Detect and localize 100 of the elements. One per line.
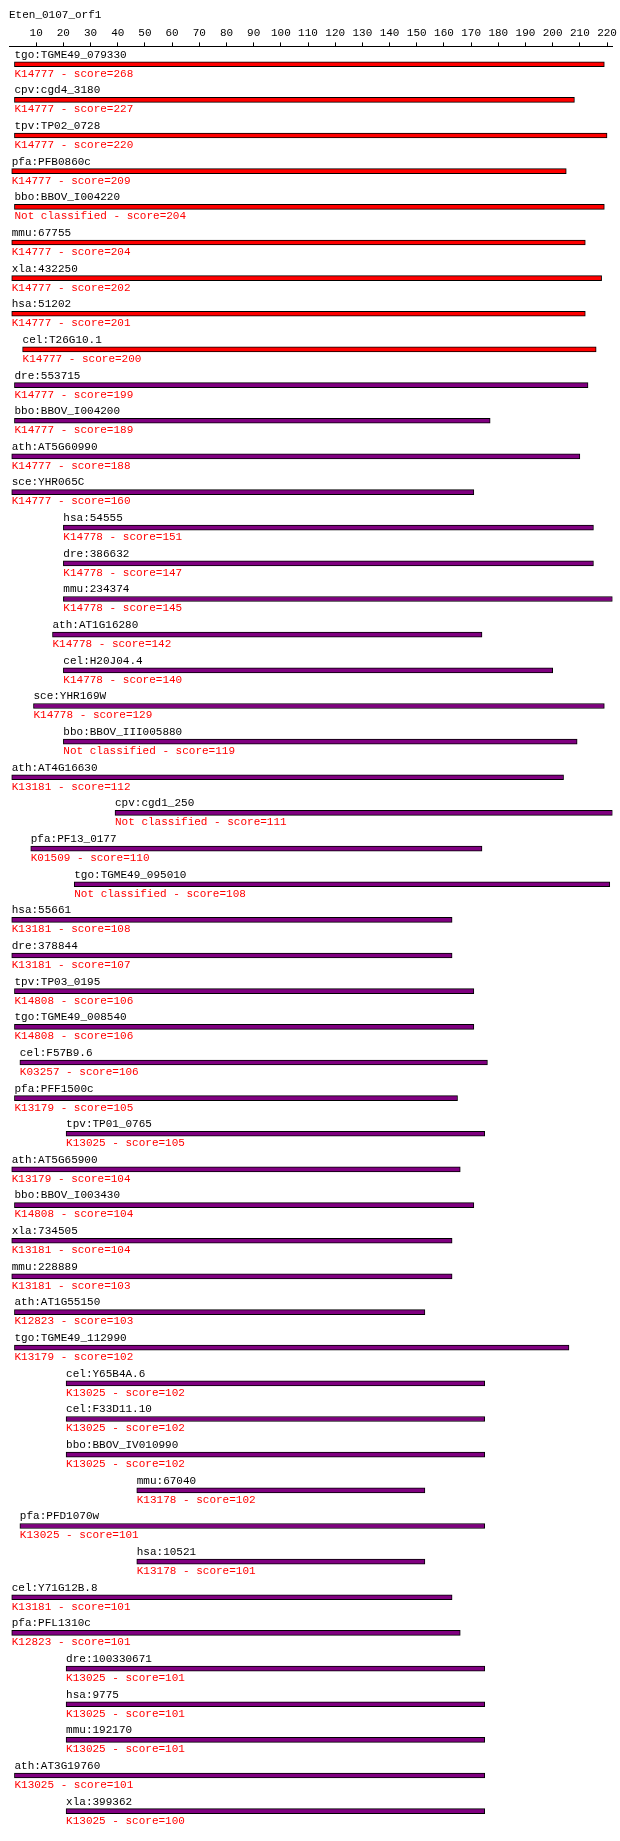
y-tick-label: hsa:55661 — [11, 904, 72, 917]
y-tick-label: dre:553715 — [14, 369, 81, 382]
annotation: K03257 - score=106 — [19, 1065, 139, 1078]
y-tick-label: cel:Y65B4A.6 — [66, 1367, 146, 1380]
annotation: K13025 - score=101 — [66, 1743, 186, 1756]
y-tick-label: tgo:TGME49_079330 — [14, 48, 127, 61]
x-tick-label: 180 — [488, 26, 509, 39]
annotation: K13025 - score=102 — [66, 1386, 185, 1399]
annotation: K14777 - score=268 — [14, 67, 134, 80]
y-tick-label: ath:AT1G55150 — [14, 1296, 101, 1309]
annotation: K14778 - score=140 — [63, 673, 183, 686]
y-tick-label: mmu:67755 — [11, 226, 72, 239]
chart-title: Eten_0107_orf1 — [9, 8, 102, 21]
annotation: K13178 - score=102 — [136, 1493, 256, 1506]
y-tick-label: ath:AT1G16280 — [52, 619, 139, 632]
annotation: K13181 - score=107 — [11, 958, 131, 971]
annotation: K13178 - score=101 — [136, 1565, 256, 1578]
annotation: K14777 - score=220 — [14, 138, 134, 151]
annotation: K14777 - score=199 — [14, 388, 134, 401]
x-tick-label: 170 — [461, 26, 482, 39]
y-tick-label: dre:386632 — [63, 547, 130, 560]
annotation: Not classified - score=204 — [14, 210, 187, 223]
x-tick-label: 40 — [111, 26, 125, 39]
y-tick-label: mmu:228889 — [11, 1260, 78, 1273]
annotation: K14808 - score=106 — [14, 994, 134, 1007]
y-tick-label: tpv:TP01_0765 — [66, 1118, 152, 1131]
y-tick-label: cel:Y71G12B.8 — [11, 1581, 98, 1594]
annotation: K13181 - score=112 — [11, 780, 131, 793]
y-tick-label: hsa:10521 — [136, 1546, 197, 1559]
annotation: K14777 - score=200 — [22, 352, 142, 365]
y-tick-label: cpv:cgd1_250 — [115, 797, 195, 810]
y-tick-label: ath:AT4G16630 — [11, 761, 98, 774]
y-tick-label: tgo:TGME49_008540 — [14, 1011, 127, 1024]
annotation: K14777 - score=201 — [11, 317, 131, 330]
annotation: K14777 - score=189 — [14, 424, 134, 437]
annotation: K13179 - score=105 — [14, 1101, 134, 1114]
annotation: K14778 - score=129 — [33, 709, 153, 722]
x-tick-label: 30 — [83, 26, 98, 39]
y-tick-label: mmu:234374 — [63, 583, 130, 596]
x-tick-label: 60 — [165, 26, 179, 39]
x-tick-label: 20 — [56, 26, 70, 39]
y-tick-label: pfa:PF13_0177 — [30, 832, 117, 845]
y-tick-label: pfa:PFL1310c — [11, 1617, 91, 1630]
x-tick-label: 70 — [192, 26, 206, 39]
annotation: Not classified - score=108 — [74, 887, 246, 900]
y-tick-label: bbo:BBOV_III005880 — [63, 726, 183, 739]
annotation: Not classified - score=111 — [115, 816, 288, 829]
annotation: K13025 - score=101 — [66, 1671, 186, 1684]
annotation: K14778 - score=142 — [52, 638, 172, 651]
x-tick-label: 190 — [515, 26, 536, 39]
x-tick-label: 200 — [542, 26, 563, 39]
x-tick-label: 80 — [219, 26, 234, 39]
x-tick-label: 110 — [298, 26, 318, 39]
y-tick-label: cpv:cgd4_3180 — [14, 84, 101, 97]
annotation: Not classified - score=119 — [63, 745, 236, 758]
x-tick-label: 10 — [29, 26, 43, 39]
x-tick-label: 100 — [270, 26, 291, 39]
annotation: K13025 - score=101 — [19, 1529, 140, 1542]
x-tick-label: 150 — [406, 26, 427, 39]
x-tick-label: 120 — [325, 26, 346, 39]
annotation: K14777 - score=188 — [11, 459, 131, 472]
y-tick-label: cel:T26G10.1 — [22, 333, 103, 346]
y-tick-label: dre:378844 — [11, 939, 79, 952]
x-tick-label: 160 — [434, 26, 454, 39]
annotation: K14777 - score=204 — [11, 245, 131, 258]
annotation: K14808 - score=104 — [14, 1208, 134, 1221]
annotation: K14778 - score=145 — [63, 602, 183, 615]
annotation: K14777 - score=227 — [14, 103, 134, 116]
y-tick-label: xla:432250 — [11, 262, 78, 275]
x-tick-label: 210 — [569, 26, 590, 39]
annotation: K13179 - score=104 — [11, 1172, 131, 1185]
y-tick-label: sce:YHR065C — [11, 476, 85, 489]
y-tick-label: ath:AT3G19760 — [14, 1759, 101, 1772]
y-tick-label: tpv:TP03_0195 — [14, 975, 101, 988]
annotation: K13025 - score=101 — [14, 1778, 134, 1791]
y-tick-label: pfa:PFB0860c — [11, 155, 91, 168]
annotation: K14777 - score=160 — [11, 495, 131, 508]
annotation: K13181 - score=108 — [11, 923, 131, 936]
y-tick-label: tpv:TP02_0728 — [14, 119, 101, 132]
y-tick-label: xla:399362 — [66, 1795, 133, 1808]
annotation: K13025 - score=102 — [66, 1422, 185, 1435]
y-tick-label: bbo:BBOV_I004200 — [14, 405, 121, 418]
annotation: K13025 - score=100 — [66, 1814, 185, 1827]
y-tick-label: hsa:54555 — [63, 512, 123, 525]
annotation: K14778 - score=147 — [63, 566, 183, 579]
y-tick-label: tgo:TGME49_112990 — [14, 1332, 127, 1345]
annotation: K12823 - score=103 — [14, 1315, 134, 1328]
annotation: K14808 - score=106 — [14, 1030, 134, 1043]
y-tick-label: hsa:51202 — [11, 298, 72, 311]
annotation: K13025 - score=102 — [66, 1458, 185, 1471]
y-tick-label: hsa:9775 — [66, 1688, 119, 1701]
annotation: K14778 - score=151 — [63, 531, 183, 544]
annotation: K13025 - score=101 — [66, 1707, 186, 1720]
y-tick-label: mmu:67040 — [136, 1474, 197, 1487]
y-tick-label: tgo:TGME49_095010 — [74, 868, 187, 881]
annotation: K12823 - score=101 — [11, 1636, 131, 1649]
annotation: K14777 - score=202 — [11, 281, 131, 294]
y-tick-label: bbo:BBOV_IV010990 — [66, 1439, 179, 1452]
annotation: K13181 - score=104 — [11, 1244, 131, 1257]
x-tick-label: 220 — [597, 26, 617, 39]
